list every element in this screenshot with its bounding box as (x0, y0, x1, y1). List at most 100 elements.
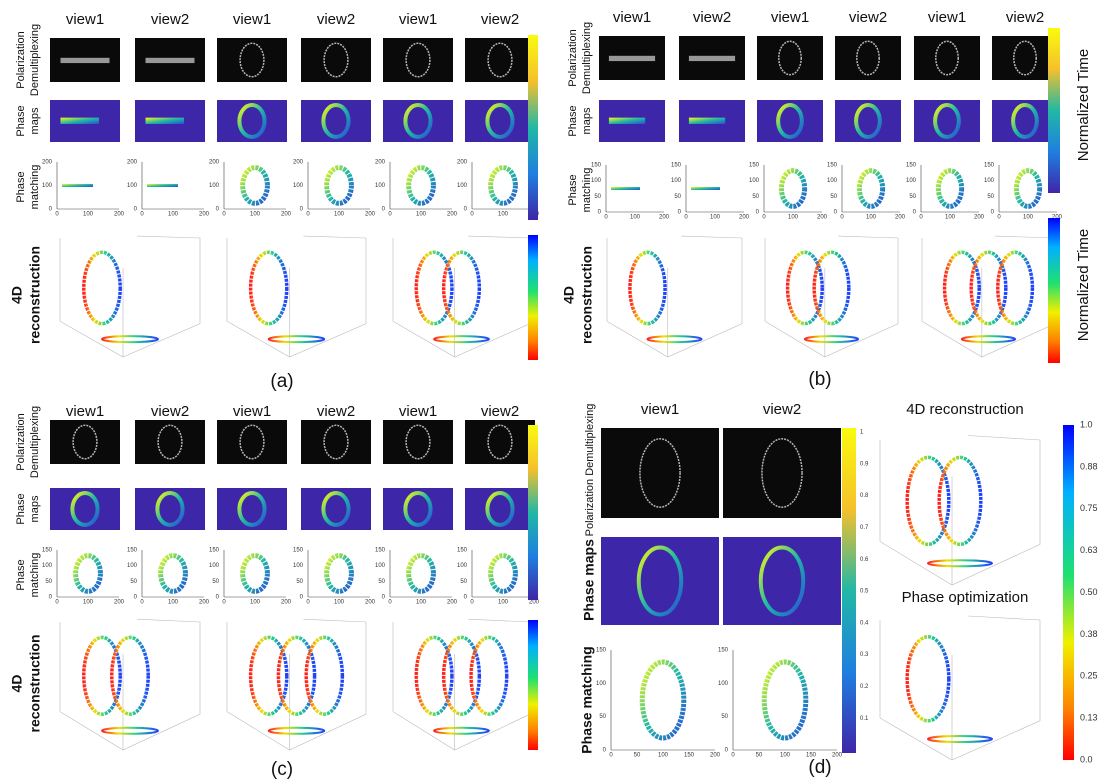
label: view2 (1006, 9, 1044, 26)
trajectory (971, 252, 1006, 323)
label: Phase (15, 171, 27, 202)
match-trace (409, 556, 434, 592)
label: 0 (382, 595, 386, 601)
label: 100 (83, 600, 94, 606)
label: 100 (209, 183, 220, 189)
plot-box (880, 436, 1040, 586)
label: 200 (365, 600, 376, 606)
colorbar (1063, 425, 1074, 760)
label: view1 (613, 9, 651, 26)
label: Polarization (15, 31, 27, 88)
label: 100 (83, 212, 94, 218)
label: 200 (832, 753, 843, 759)
label: 0.88 (1080, 461, 1098, 471)
trajectory (278, 637, 314, 714)
trajectory (112, 637, 148, 714)
label: 100 (416, 600, 427, 606)
projection (102, 336, 158, 342)
label: 100 (1023, 215, 1034, 221)
trajectory (444, 637, 480, 714)
label: 150 (375, 548, 386, 554)
label: maps (581, 107, 593, 134)
label: 200 (817, 215, 828, 221)
light-trace (146, 58, 195, 63)
label: 50 (721, 714, 728, 720)
label: 100 (250, 212, 261, 218)
label: 0 (604, 215, 608, 221)
label: view1 (233, 11, 271, 28)
match-trace (781, 171, 804, 207)
colorbar (528, 620, 538, 750)
light-trace (689, 56, 735, 61)
camera-image (723, 428, 841, 518)
label: 200 (293, 160, 304, 166)
label: 50 (756, 753, 763, 759)
label: 200 (895, 215, 906, 221)
trajectory (814, 252, 849, 323)
label: 0 (306, 212, 310, 218)
label: 100 (457, 183, 468, 189)
label: Polarization (15, 413, 27, 470)
label: 50 (752, 194, 759, 200)
label: 0 (464, 595, 468, 601)
label: 100 (168, 212, 179, 218)
label: 0 (300, 595, 304, 601)
label: 150 (596, 648, 607, 654)
label: 0 (762, 215, 766, 221)
label: view2 (849, 9, 887, 26)
label: 0 (388, 212, 392, 218)
label: (c) (271, 759, 293, 779)
label: Phase matching (579, 646, 595, 753)
label: matching (29, 553, 41, 598)
label: 200 (447, 212, 458, 218)
label: 0.4 (860, 620, 869, 626)
label: 0 (222, 600, 226, 606)
label: 150 (293, 548, 304, 554)
label: Phase optimization (902, 589, 1029, 606)
label: 200 (199, 600, 210, 606)
phase-trace (146, 118, 185, 124)
label: 0 (598, 210, 602, 216)
label: 200 (739, 215, 750, 221)
projection (928, 560, 992, 566)
label: 0.13 (1080, 713, 1098, 723)
label: 100 (457, 563, 468, 569)
label: 200 (114, 600, 125, 606)
trajectory (907, 637, 949, 721)
label: 0 (684, 215, 688, 221)
label: 0.7 (860, 525, 869, 531)
label: 200 (281, 212, 292, 218)
label: 150 (984, 163, 995, 169)
label: 50 (212, 579, 219, 585)
trajectory (251, 637, 287, 714)
label: 0 (725, 748, 729, 754)
label: 0 (609, 753, 613, 759)
trajectory (251, 252, 287, 323)
match-trace (243, 556, 268, 592)
label: (a) (270, 371, 293, 392)
label: Phase (15, 559, 27, 590)
colorbar (528, 235, 538, 360)
match-trace (938, 171, 961, 207)
trajectory (416, 637, 452, 714)
label: view2 (151, 11, 189, 28)
label: 100 (293, 563, 304, 569)
label: 200 (529, 600, 540, 606)
label: 50 (460, 579, 467, 585)
label: 200 (42, 160, 53, 166)
label: 100 (984, 178, 995, 184)
label: 200 (447, 600, 458, 606)
label: 100 (780, 753, 791, 759)
label: 0 (991, 210, 995, 216)
label: 0 (834, 210, 838, 216)
projection (102, 728, 158, 734)
label: 0 (49, 595, 53, 601)
trajectory (945, 252, 980, 323)
label: 50 (378, 579, 385, 585)
match-trace (1016, 171, 1039, 207)
label: 0 (140, 212, 144, 218)
label: 0.3 (860, 652, 869, 658)
camera-image (301, 38, 371, 82)
label: Normalized Time (1075, 229, 1092, 342)
trajectory (84, 637, 120, 714)
